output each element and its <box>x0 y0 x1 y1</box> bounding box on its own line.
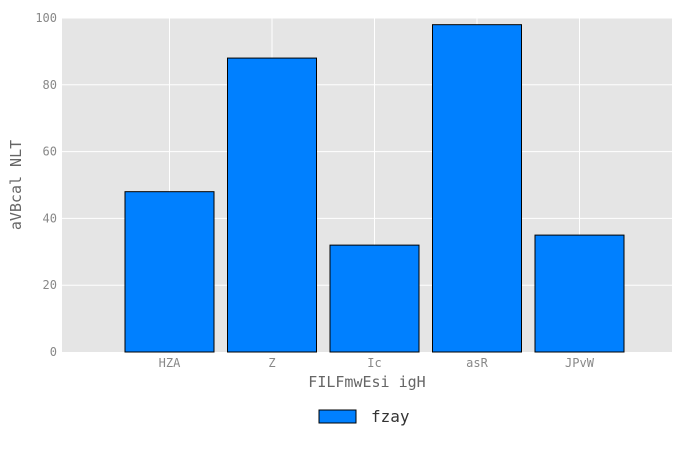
x-tick-label: HZA <box>159 356 181 370</box>
y-tick-label: 0 <box>50 345 57 359</box>
y-tick-labels: 0 20 40 60 80 100 <box>35 11 57 359</box>
x-tick-label: asR <box>466 356 488 370</box>
y-axis-title: aVBcal NLT <box>7 140 25 230</box>
legend-label: fzay <box>371 407 410 426</box>
bar-Ic <box>329 244 420 353</box>
x-tick-labels: HZA Z Ic asR JPvW <box>159 356 595 370</box>
y-tick-label: 80 <box>43 78 57 92</box>
y-tick-label: 100 <box>35 11 57 25</box>
y-tick-label: 60 <box>43 145 57 159</box>
legend: fzay <box>318 407 410 426</box>
y-tick-label: 20 <box>43 278 57 292</box>
x-axis-title: FILFmwEsi igH <box>308 373 425 391</box>
x-tick-label: Z <box>268 356 275 370</box>
bar-Z <box>227 57 317 353</box>
bars <box>124 24 625 353</box>
legend-swatch <box>318 409 357 424</box>
y-tick-label: 40 <box>43 211 57 225</box>
x-tick-label: Ic <box>367 356 381 370</box>
bar-HZA <box>124 191 215 353</box>
bar-asR <box>432 24 522 353</box>
x-tick-label: JPvW <box>565 356 595 370</box>
bar-JPvW <box>534 234 625 353</box>
